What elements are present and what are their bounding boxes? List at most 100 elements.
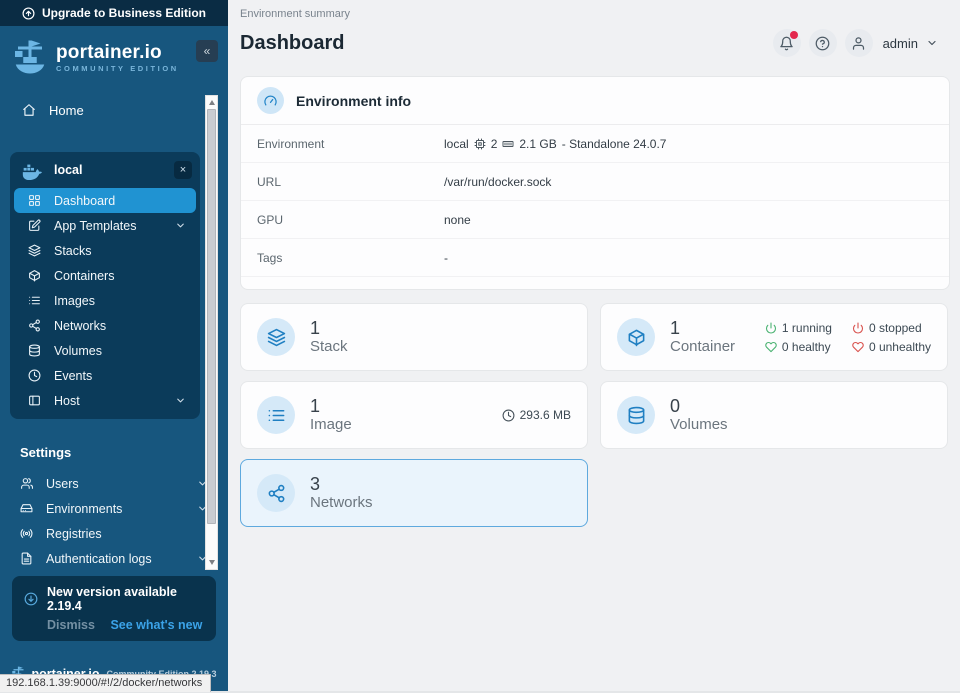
sidebar-item-app-templates[interactable]: App Templates bbox=[14, 213, 196, 238]
upgrade-label: Upgrade to Business Edition bbox=[41, 6, 206, 20]
healthy-status[interactable]: 0 healthy bbox=[765, 340, 832, 354]
unhealthy-status[interactable]: 0 unhealthy bbox=[852, 340, 931, 354]
stack-label: Stack bbox=[310, 338, 348, 355]
sidebar-item-registries[interactable]: Registries bbox=[0, 521, 218, 546]
row-value: /var/run/docker.sock bbox=[444, 174, 552, 189]
info-row-tags: Tags - bbox=[241, 239, 949, 277]
sidebar-item-host[interactable]: Host bbox=[14, 388, 196, 413]
row-label: URL bbox=[257, 174, 282, 189]
info-row-environment: Environment local 2 2.1 GB - Standalone … bbox=[241, 125, 949, 163]
page-header: Dashboard admin bbox=[240, 29, 950, 57]
panel-title: Environment info bbox=[296, 92, 412, 109]
see-whats-new-link[interactable]: See what's new bbox=[110, 618, 203, 632]
sidebar-item-containers[interactable]: Containers bbox=[14, 263, 196, 288]
hard-drive-icon bbox=[20, 504, 33, 513]
main-content: Environment summary Dashboard admin bbox=[228, 0, 960, 693]
stacks-card[interactable]: 1 Stack bbox=[240, 303, 588, 371]
dashboard-cards: 1 Stack 1 Container 1 running 0 stopped bbox=[240, 303, 948, 527]
update-notice: New version available 2.19.4 Dismiss See… bbox=[12, 576, 216, 641]
memory-icon bbox=[502, 140, 514, 147]
list-icon bbox=[257, 396, 295, 434]
browser-status-tooltip: 192.168.1.39:9000/#!/2/docker/networks bbox=[0, 674, 212, 692]
chevron-down-icon bbox=[928, 40, 936, 46]
image-count: 1 bbox=[310, 396, 321, 416]
page-title: Dashboard bbox=[240, 31, 345, 54]
stack-count: 1 bbox=[310, 318, 321, 338]
close-environment-icon[interactable]: × bbox=[174, 161, 192, 179]
scrollbar-down-arrow[interactable] bbox=[209, 560, 215, 565]
sidebar-item-networks[interactable]: Networks bbox=[14, 313, 196, 338]
sidebar-item-home[interactable]: Home bbox=[0, 96, 228, 124]
bell-icon bbox=[780, 36, 793, 50]
home-label: Home bbox=[49, 102, 84, 118]
scrollbar-up-arrow[interactable] bbox=[209, 100, 215, 105]
upgrade-business-button[interactable]: Upgrade to Business Edition bbox=[0, 0, 228, 26]
brand-header: portainer.io COMMUNITY EDITION « bbox=[0, 26, 228, 88]
sidebar-item-images[interactable]: Images bbox=[14, 288, 196, 313]
containers-card[interactable]: 1 Container 1 running 0 stopped 0 health… bbox=[600, 303, 948, 371]
chevron-down-icon bbox=[177, 398, 184, 403]
volumes-card[interactable]: 0 Volumes bbox=[600, 381, 948, 449]
sidebar: Upgrade to Business Edition portainer.io… bbox=[0, 0, 228, 693]
gauge-icon bbox=[257, 87, 284, 114]
nav-label: Containers bbox=[54, 268, 115, 283]
edit-icon bbox=[29, 219, 41, 231]
notifications-button[interactable] bbox=[772, 29, 801, 57]
radio-icon bbox=[20, 529, 33, 538]
sidebar-scrollbar[interactable] bbox=[205, 95, 218, 570]
home-icon bbox=[23, 104, 35, 116]
volumes-label: Volumes bbox=[670, 416, 728, 433]
username-label[interactable]: admin bbox=[882, 35, 918, 51]
brand-text: portainer.io COMMUNITY EDITION bbox=[56, 42, 179, 73]
help-icon bbox=[815, 36, 830, 50]
container-count: 1 bbox=[670, 318, 681, 338]
nav-label: Stacks bbox=[54, 243, 92, 258]
running-status[interactable]: 1 running bbox=[765, 321, 832, 335]
running-label: 1 running bbox=[781, 320, 832, 335]
settings-section-heading: Settings bbox=[20, 445, 72, 460]
nav-label: Networks bbox=[54, 318, 107, 333]
user-icon bbox=[852, 36, 865, 50]
chevron-down-icon bbox=[199, 556, 206, 561]
help-button[interactable] bbox=[808, 29, 837, 57]
stopped-status[interactable]: 0 stopped bbox=[852, 321, 931, 335]
download-circle-icon bbox=[24, 592, 38, 606]
sidebar-item-environments[interactable]: Environments bbox=[0, 496, 218, 521]
environment-header[interactable]: local × bbox=[10, 152, 200, 188]
sidebar-item-volumes[interactable]: Volumes bbox=[14, 338, 196, 363]
nav-label: Environments bbox=[46, 501, 123, 516]
images-card[interactable]: 1 Image 293.6 MB bbox=[240, 381, 588, 449]
sidebar-item-dashboard[interactable]: Dashboard bbox=[14, 188, 196, 213]
breadcrumb[interactable]: Environment summary bbox=[240, 8, 351, 20]
scrollbar-thumb[interactable] bbox=[207, 109, 216, 524]
row-label: GPU bbox=[257, 212, 284, 227]
image-size-value: 293.6 MB bbox=[519, 408, 571, 422]
memory-value: 2.1 GB bbox=[519, 136, 557, 151]
image-size: 293.6 MB bbox=[502, 408, 571, 422]
networks-card[interactable]: 3 Networks bbox=[240, 459, 588, 527]
share-icon bbox=[29, 319, 40, 332]
cube-icon bbox=[617, 318, 655, 356]
clock-icon bbox=[28, 369, 41, 382]
database-icon bbox=[617, 396, 655, 434]
database-icon bbox=[29, 344, 40, 357]
users-icon bbox=[21, 478, 33, 489]
list-icon bbox=[29, 296, 40, 305]
environment-nav-block: local × Dashboard App Templates Stacks C… bbox=[10, 152, 200, 419]
nav-label: Images bbox=[54, 293, 95, 308]
notification-badge bbox=[789, 31, 798, 39]
sidebar-item-users[interactable]: Users bbox=[0, 471, 218, 496]
dismiss-link[interactable]: Dismiss bbox=[47, 618, 95, 632]
share-icon bbox=[257, 474, 295, 512]
power-icon bbox=[852, 321, 863, 334]
nav-label: Authentication logs bbox=[46, 551, 152, 566]
networks-label: Networks bbox=[310, 494, 373, 511]
user-menu-button[interactable] bbox=[844, 29, 873, 57]
sidebar-collapse-button[interactable]: « bbox=[196, 40, 218, 62]
sidebar-item-events[interactable]: Events bbox=[14, 363, 196, 388]
user-menu-chevron[interactable] bbox=[926, 37, 938, 49]
sidebar-item-stacks[interactable]: Stacks bbox=[14, 238, 196, 263]
nav-label: Events bbox=[54, 368, 93, 383]
container-label: Container bbox=[670, 338, 736, 355]
sidebar-item-authentication-logs[interactable]: Authentication logs bbox=[0, 546, 218, 571]
